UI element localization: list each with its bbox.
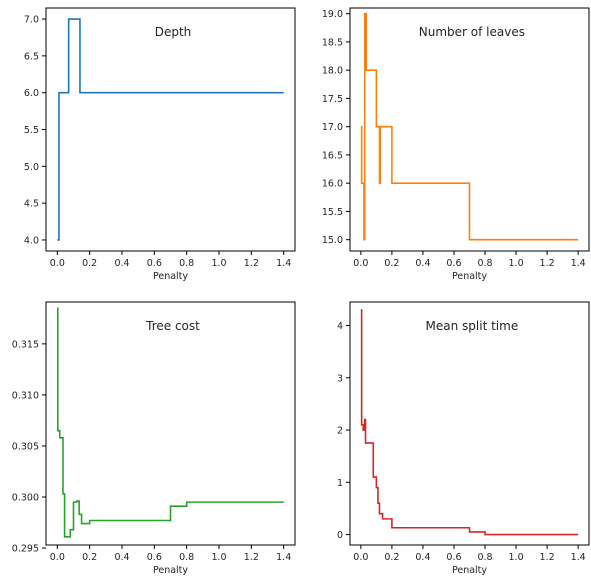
split-time-x-tick-label: 0.4 xyxy=(415,552,430,563)
split-time-x-tick-label: 0.6 xyxy=(446,552,461,563)
split-time-plot-frame xyxy=(349,301,590,546)
leaves-y-tick-label: 16.5 xyxy=(322,150,343,161)
tree-cost-x-tick-label: 1.0 xyxy=(211,552,226,563)
leaves-y-tick-label: 16.0 xyxy=(322,179,343,190)
depth-x-axis-label: Penalty xyxy=(153,271,188,282)
tree-cost-x-tick-label: 1.4 xyxy=(276,552,291,563)
depth-y-tick-label: 5.0 xyxy=(24,162,39,173)
tree-cost-y-tick-label: 0.315 xyxy=(12,339,39,350)
split-time-y-tick-label: 0 xyxy=(337,530,343,541)
depth-chart-title: Depth xyxy=(155,25,192,39)
depth-x-tick-label: 0.8 xyxy=(179,258,194,269)
split-time-y-tick-label: 1 xyxy=(337,478,343,489)
depth-y-tick-label: 5.5 xyxy=(24,125,39,136)
leaves-y-tick-label: 17.0 xyxy=(322,122,343,133)
chart-leaves: 0.0 0.2 0.4 0.6 0.8 1.0 1.2 1.4 15.0 15.5 16.0 16.5… xyxy=(322,7,590,282)
depth-x-tick-label: 1.4 xyxy=(276,258,291,269)
leaves-x-tick-label: 1.0 xyxy=(509,258,524,269)
split-time-x-tick-label: 0.0 xyxy=(353,552,368,563)
tree-cost-plot-frame xyxy=(45,301,296,546)
leaves-x-tick-label: 1.4 xyxy=(571,258,586,269)
depth-x-tick-label: 0.0 xyxy=(50,258,65,269)
depth-series-line xyxy=(57,18,284,241)
split-time-y-tick-label: 4 xyxy=(337,321,343,332)
leaves-x-tick-label: 0.2 xyxy=(384,258,399,269)
tree-cost-x-tick-label: 0.2 xyxy=(82,552,97,563)
tree-cost-x-tick-label: 0.6 xyxy=(147,552,162,563)
depth-y-tick-label: 4.5 xyxy=(24,199,39,210)
leaves-x-tick-label: 0.6 xyxy=(446,258,461,269)
leaves-x-tick-label: 0.4 xyxy=(415,258,430,269)
tree-cost-y-tick-label: 0.295 xyxy=(12,544,39,555)
leaves-plot-frame xyxy=(349,7,590,252)
leaves-y-tick-label: 18.5 xyxy=(322,37,343,48)
leaves-series-line xyxy=(360,12,579,241)
depth-plot-frame xyxy=(45,7,296,252)
split-time-x-tick-label: 1.2 xyxy=(540,552,555,563)
split-time-x-tick-label: 1.4 xyxy=(571,552,586,563)
leaves-y-tick-label: 18.0 xyxy=(322,66,343,77)
tree-cost-series-line xyxy=(57,307,284,538)
depth-y-tick-label: 6.0 xyxy=(24,88,39,99)
tree-cost-chart-title: Tree cost xyxy=(145,319,200,333)
split-time-x-tick-label: 0.8 xyxy=(477,552,492,563)
tree-cost-y-tick-label: 0.310 xyxy=(12,390,39,401)
split-time-x-axis-label: Penalty xyxy=(452,565,487,576)
depth-y-tick-label: 7.0 xyxy=(24,15,39,26)
leaves-x-tick-label: 1.2 xyxy=(540,258,555,269)
chart-split-time: 0.0 0.2 0.4 0.6 0.8 1.0 1.2 1.4 0 1 2 3 4 Penalty Mean… xyxy=(337,301,590,576)
leaves-y-tick-label: 15.0 xyxy=(322,235,343,246)
split-time-series-line xyxy=(360,309,579,536)
depth-x-tick-label: 0.4 xyxy=(114,258,129,269)
split-time-y-tick-label: 3 xyxy=(337,373,343,384)
tree-cost-y-tick-label: 0.305 xyxy=(12,441,39,452)
chart-depth: 0.0 0.2 0.4 0.6 0.8 1.0 1.2 1.4 4.0 4.5 5.0 5.5 6.0 6… xyxy=(24,7,296,282)
depth-y-tick-label: 4.0 xyxy=(24,235,39,246)
leaves-x-axis-label: Penalty xyxy=(452,271,487,282)
depth-x-tick-label: 1.0 xyxy=(211,258,226,269)
split-time-x-tick-label: 1.0 xyxy=(509,552,524,563)
split-time-chart-title: Mean split time xyxy=(426,319,519,333)
depth-x-tick-label: 0.2 xyxy=(82,258,97,269)
depth-x-tick-label: 0.6 xyxy=(147,258,162,269)
leaves-y-tick-label: 15.5 xyxy=(322,207,343,218)
depth-y-tick-label: 6.5 xyxy=(24,51,39,62)
split-time-y-tick-label: 2 xyxy=(337,426,343,437)
leaves-x-tick-label: 0.8 xyxy=(477,258,492,269)
tree-cost-x-axis-label: Penalty xyxy=(153,565,188,576)
depth-x-tick-label: 1.2 xyxy=(244,258,259,269)
tree-cost-y-tick-label: 0.300 xyxy=(12,493,39,504)
tree-cost-x-tick-label: 0.8 xyxy=(179,552,194,563)
tree-cost-x-tick-label: 0.0 xyxy=(50,552,65,563)
tree-cost-x-tick-label: 0.4 xyxy=(114,552,129,563)
tree-cost-x-tick-label: 1.2 xyxy=(244,552,259,563)
chart-tree-cost: 0.0 0.2 0.4 0.6 0.8 1.0 1.2 1.4 0.295 0.300 0.305 0… xyxy=(12,301,296,576)
leaves-y-tick-label: 17.5 xyxy=(322,94,343,105)
leaves-x-tick-label: 0.0 xyxy=(353,258,368,269)
leaves-y-tick-label: 19.0 xyxy=(322,9,343,20)
split-time-x-tick-label: 0.2 xyxy=(384,552,399,563)
leaves-chart-title: Number of leaves xyxy=(419,25,525,39)
